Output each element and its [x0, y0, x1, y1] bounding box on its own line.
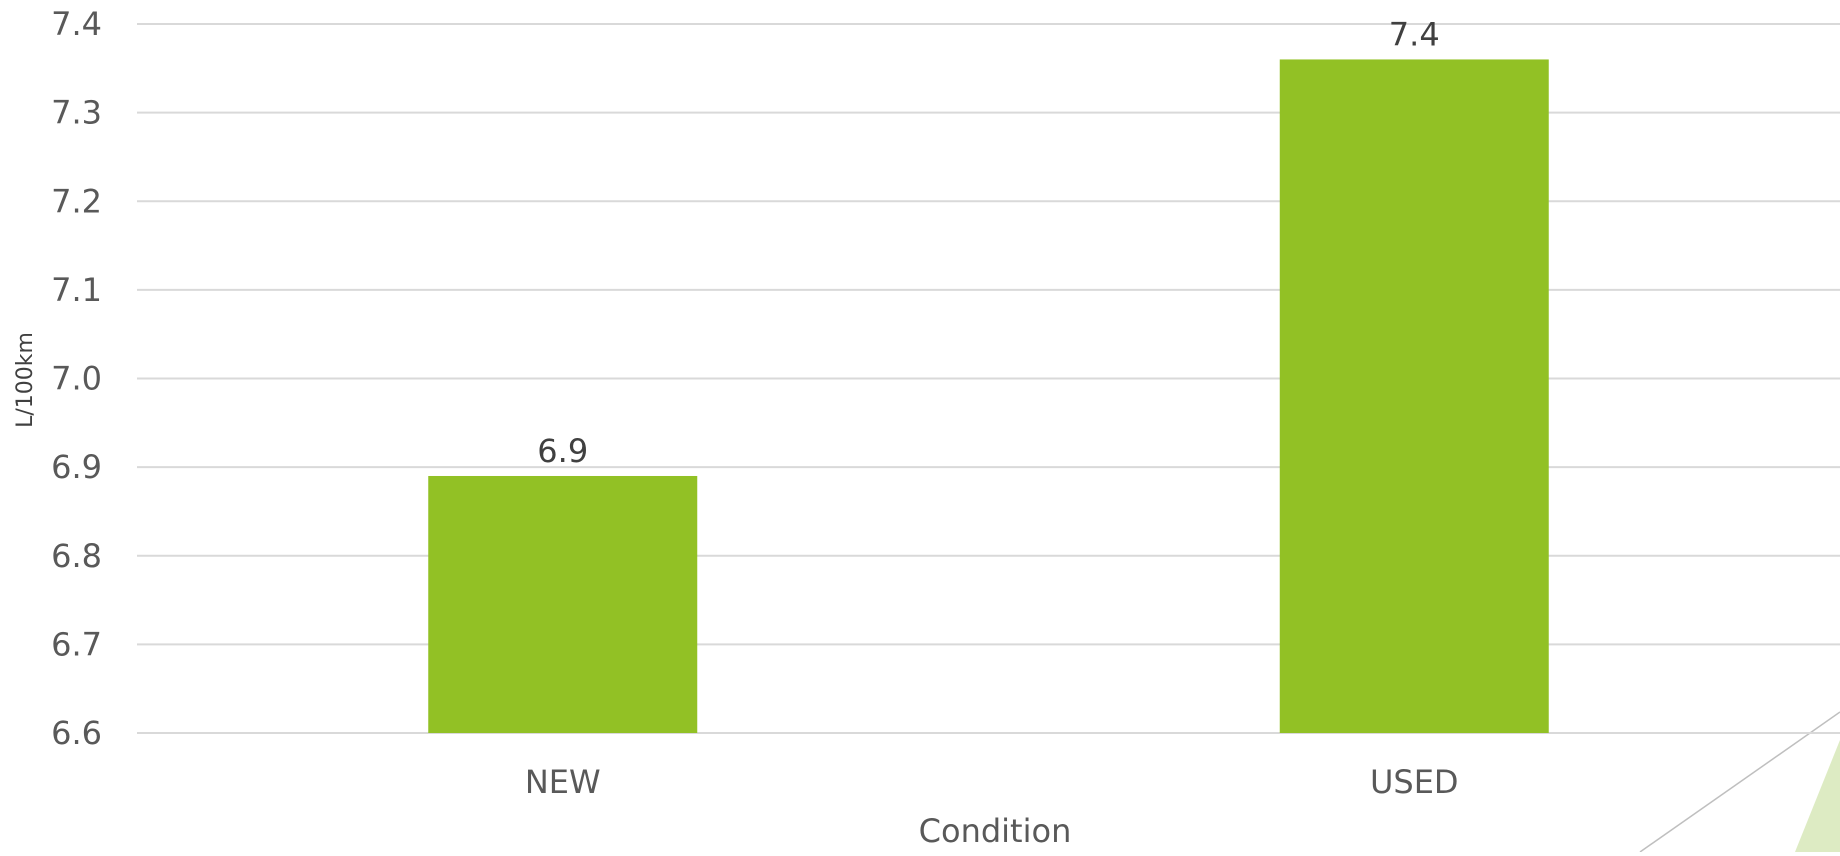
decor-line: [1639, 711, 1840, 853]
bars: [428, 59, 1549, 733]
bar: [428, 475, 698, 733]
data-label: 6.9: [537, 432, 588, 470]
y-tick-label: 7.3: [51, 94, 102, 132]
y-tick-label: 6.9: [51, 448, 102, 486]
bar: [1279, 59, 1549, 733]
y-tick-label: 6.6: [51, 714, 102, 752]
x-axis-title: Condition: [919, 812, 1072, 850]
y-axis-ticks: 6.6 6.7 6.8 6.9 7.0 7.1 7.2 7.3 7.4: [51, 5, 102, 752]
y-tick-label: 7.1: [51, 271, 102, 309]
data-label: 7.4: [1389, 15, 1440, 53]
y-tick-label: 6.7: [51, 625, 102, 663]
data-labels: 6.9 7.4: [537, 15, 1439, 470]
x-axis-ticks: NEW USED: [525, 763, 1459, 801]
y-tick-label: 6.8: [51, 537, 102, 575]
corner-decoration: [1639, 711, 1840, 853]
y-tick-label: 7.0: [51, 360, 102, 398]
gridlines: [137, 23, 1840, 734]
x-tick-label: NEW: [525, 763, 601, 801]
decor-triangle: [1795, 740, 1840, 852]
y-tick-label: 7.4: [51, 5, 102, 43]
x-tick-label: USED: [1370, 763, 1459, 801]
y-tick-label: 7.2: [51, 182, 102, 220]
y-axis-title: L/100km: [13, 332, 38, 428]
